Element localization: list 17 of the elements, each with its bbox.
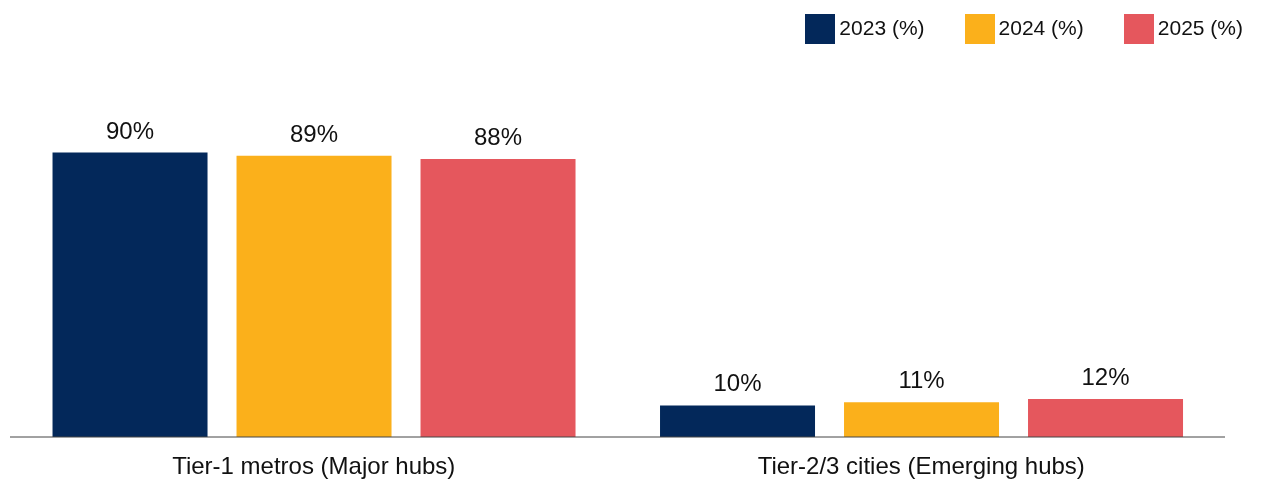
- data-label: 88%: [474, 122, 523, 150]
- bar: [52, 152, 208, 437]
- legend-label: 2023 (%): [839, 15, 925, 39]
- bar: [844, 402, 1000, 437]
- bar: [1028, 399, 1184, 437]
- bar: [420, 158, 576, 437]
- x-tick-label: Tier-2/3 cities (Emerging hubs): [757, 452, 1085, 480]
- data-label: 10%: [713, 369, 762, 397]
- data-label: 12%: [1081, 363, 1130, 391]
- bar: [236, 155, 392, 437]
- legend-label: 2024 (%): [998, 15, 1084, 39]
- legend-label: 2025 (%): [1157, 15, 1243, 39]
- data-label: 89%: [290, 119, 339, 147]
- x-tick-label: Tier-1 metros (Major hubs): [172, 452, 456, 480]
- data-label: 11%: [898, 366, 945, 394]
- bar: [660, 405, 816, 437]
- data-label: 90%: [106, 116, 155, 144]
